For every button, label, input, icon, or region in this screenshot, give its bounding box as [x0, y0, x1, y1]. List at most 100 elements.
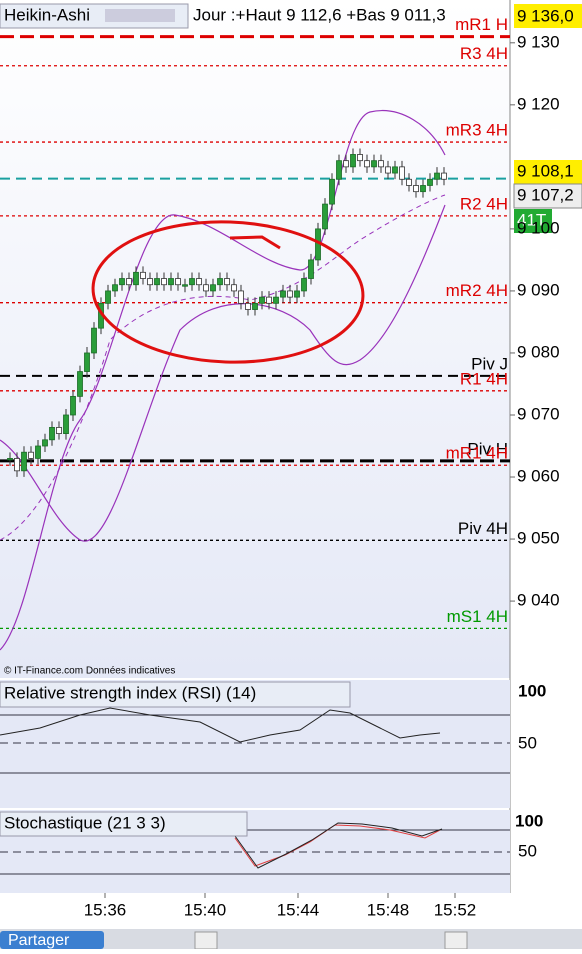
rsi-header [0, 681, 351, 708]
toolbar [0, 929, 582, 949]
candle-body [266, 296, 272, 304]
candle-body [343, 160, 349, 168]
y-tick-label: 9 120 [517, 94, 560, 113]
level-label: Piv 4H [458, 519, 508, 538]
share-button[interactable] [0, 931, 104, 949]
price-tag: 9 136,0 [517, 6, 574, 25]
level-label: mR1 H [455, 15, 508, 34]
candle-body [154, 278, 160, 286]
price-axis-bg [510, 0, 582, 893]
candle-body [287, 290, 293, 298]
y-tick-label: 9 080 [517, 342, 560, 361]
candle-body [406, 178, 412, 186]
candle-body [273, 296, 279, 304]
candle-body [434, 172, 440, 180]
header-info: Jour :+Haut 9 112,6 +Bas 9 011,3 [193, 5, 446, 24]
price-tag: 9 107,2 [517, 185, 574, 204]
candle-body [231, 284, 237, 292]
candle-body [182, 284, 188, 287]
x-tick-label: 15:40 [184, 900, 227, 919]
candle-body [14, 458, 20, 472]
candle-body [301, 278, 307, 292]
candle-body [441, 172, 447, 180]
x-tick-label: 15:52 [434, 900, 477, 919]
candle-body [147, 278, 153, 286]
candle-body [21, 451, 27, 472]
candle-body [189, 278, 195, 286]
candle-body [308, 259, 314, 279]
candle-body [238, 290, 244, 304]
stoch-tick: 50 [518, 841, 537, 860]
volume-box [514, 209, 552, 233]
level-label: mR3 4H [446, 121, 508, 140]
y-tick-label: 9 100 [517, 218, 560, 237]
price-tag: 9 108,1 [517, 161, 574, 180]
candle-body [427, 178, 433, 186]
annotation-stroke [229, 235, 281, 250]
stoch-header [0, 811, 248, 837]
candle-body [70, 395, 76, 416]
candle-body [105, 290, 111, 304]
x-tick-label: 15:44 [277, 900, 320, 919]
candle-body [28, 451, 34, 459]
stoch-tick: 100 [515, 811, 543, 830]
stoch-k [234, 822, 443, 869]
candle-body [42, 439, 48, 447]
level-label: mR2 4H [446, 281, 508, 300]
candle-body [35, 445, 41, 459]
candle-body [77, 371, 83, 397]
candle-body [392, 166, 398, 174]
rsi-tick: 100 [518, 681, 546, 700]
indicator-name: Heikin-Ashi [4, 5, 90, 24]
candle-body [336, 160, 342, 180]
y-tick-label: 9 050 [517, 529, 560, 548]
stoch-title: Stochastique (21 3 3) [4, 813, 166, 832]
y-tick-label: 9 070 [517, 404, 560, 423]
candle-body [56, 426, 62, 434]
candle-body [329, 178, 335, 205]
candle-body [322, 203, 328, 230]
candle-body [91, 327, 97, 354]
candle-body [259, 296, 265, 304]
bollinger-lower [0, 204, 446, 542]
candle-body [196, 278, 202, 286]
level-label: Piv H [467, 439, 508, 458]
main-panel [0, 0, 510, 678]
candle-body [7, 458, 13, 461]
volume-tag: 41T [517, 210, 546, 229]
level-label: R1 4H [460, 369, 508, 388]
rsi-title: Relative strength index (RSI) (14) [4, 683, 256, 702]
header-icons[interactable] [105, 9, 175, 22]
candle-body [385, 166, 391, 174]
candle-body [63, 414, 69, 434]
x-tick-label: 15:48 [367, 900, 410, 919]
candle-body [371, 160, 377, 168]
scroll-left[interactable] [194, 931, 218, 950]
candle-body [112, 284, 118, 292]
footer: © IT-Finance.com Données indicatives [4, 666, 175, 677]
candle-body [280, 290, 286, 298]
candle-body [126, 278, 132, 286]
price-tag-bid [513, 183, 582, 209]
annotation-circle [91, 220, 365, 364]
candle-body [252, 302, 258, 310]
candle-body [245, 302, 251, 310]
candle-body [399, 166, 405, 180]
candle-body [175, 278, 181, 286]
rsi-tick: 50 [518, 733, 537, 752]
level-label: Piv J [471, 354, 508, 373]
scroll-right[interactable] [444, 931, 468, 950]
candle-body [364, 160, 370, 168]
y-tick-label: 9 060 [517, 467, 560, 486]
candle-body [294, 290, 300, 298]
candle-body [210, 284, 216, 292]
rsi-curve [0, 707, 441, 743]
candle-body [119, 278, 125, 286]
candle-body [161, 278, 167, 286]
level-label: mR1 4H [446, 444, 508, 463]
candle-body [378, 160, 384, 168]
candle-body [168, 278, 174, 286]
level-label: R3 4H [460, 44, 508, 63]
candle-body [413, 185, 419, 193]
